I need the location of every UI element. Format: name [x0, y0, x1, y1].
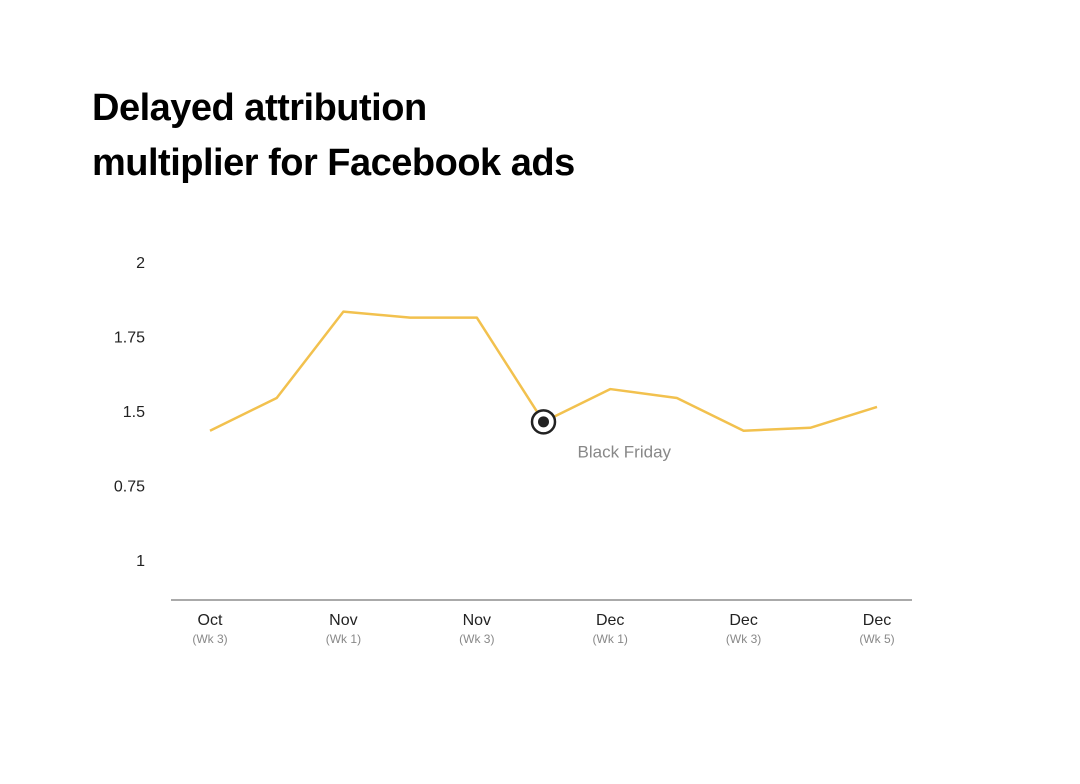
annotation-label: Black Friday — [578, 442, 672, 461]
x-tick-label: Dec — [863, 612, 891, 629]
y-tick-label: 1.75 — [114, 330, 145, 347]
x-tick-sublabel: (Wk 5) — [859, 632, 894, 646]
x-tick-label: Dec — [729, 612, 757, 629]
chart-title: multiplier for Facebook ads — [92, 142, 575, 184]
chart-title: Delayed attribution — [92, 87, 427, 129]
x-tick-sublabel: (Wk 1) — [326, 632, 361, 646]
x-tick-sublabel: (Wk 3) — [459, 632, 494, 646]
x-tick-sublabel: (Wk 3) — [726, 632, 761, 646]
x-tick-sublabel: (Wk 3) — [192, 632, 227, 646]
x-tick-label: Dec — [596, 612, 624, 629]
annotation-dot — [538, 416, 549, 428]
y-tick-label: 1 — [136, 553, 145, 570]
x-tick-label: Nov — [329, 612, 357, 629]
y-tick-label: 1.5 — [123, 404, 145, 421]
x-tick-sublabel: (Wk 1) — [593, 632, 628, 646]
x-tick-label: Oct — [198, 612, 223, 629]
y-tick-label: 0.75 — [114, 479, 145, 496]
y-tick-label: 2 — [136, 255, 145, 272]
x-tick-label: Nov — [463, 612, 491, 629]
